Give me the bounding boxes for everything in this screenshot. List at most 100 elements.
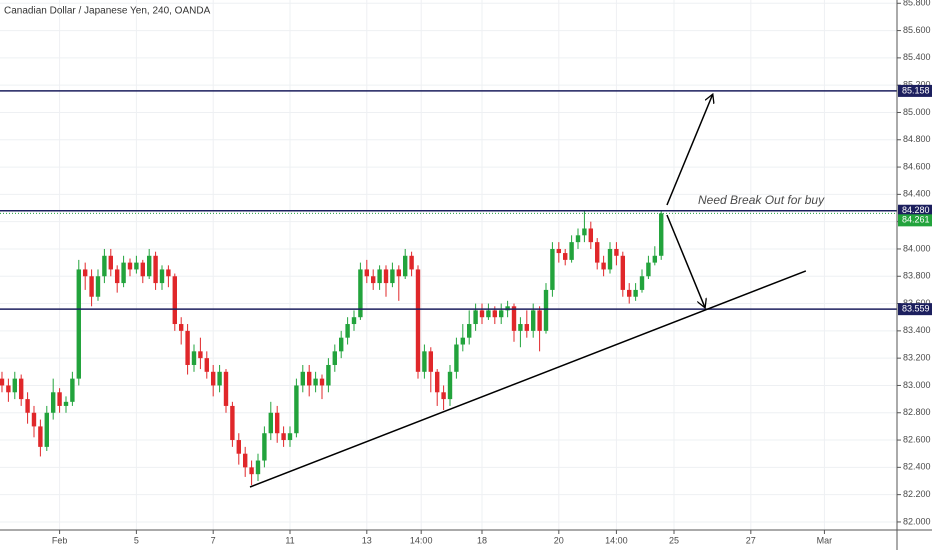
candle-body bbox=[607, 248, 613, 270]
candle-body bbox=[281, 433, 286, 441]
candle-body bbox=[473, 310, 478, 325]
y-tick-label: 84.800 bbox=[903, 134, 931, 144]
candle-body bbox=[198, 351, 203, 359]
candle-body bbox=[531, 310, 536, 331]
candle-body bbox=[422, 351, 427, 372]
candle-body bbox=[377, 269, 382, 284]
candle-body bbox=[230, 405, 235, 441]
y-tick-label: 82.600 bbox=[903, 434, 931, 444]
candle-body bbox=[249, 467, 254, 475]
candle-body bbox=[550, 248, 555, 290]
candle-body bbox=[396, 269, 402, 277]
candle-body bbox=[428, 351, 434, 372]
last-price-tag bbox=[898, 214, 932, 227]
candle-body bbox=[146, 255, 152, 277]
x-tick-label: 13 bbox=[362, 535, 372, 545]
candle-body bbox=[178, 324, 184, 331]
candle-body bbox=[0, 378, 5, 386]
level-label: 84.280 bbox=[902, 205, 930, 215]
candle-body bbox=[50, 392, 56, 413]
candle-body bbox=[63, 401, 69, 406]
candle-body bbox=[217, 371, 222, 386]
candle-body bbox=[31, 412, 37, 427]
candle-body bbox=[140, 262, 145, 277]
candle-body bbox=[499, 310, 504, 318]
y-tick-label: 84.400 bbox=[903, 189, 931, 199]
level-tag bbox=[898, 303, 932, 316]
candle-body bbox=[255, 460, 261, 475]
candle-body bbox=[575, 235, 581, 243]
candle-body bbox=[25, 399, 30, 413]
candle-body bbox=[403, 255, 408, 277]
candle-body bbox=[390, 269, 395, 284]
marks bbox=[0, 90, 897, 488]
y-tick-label: 84.000 bbox=[903, 243, 931, 253]
candle-body bbox=[383, 269, 389, 284]
x-tick-label: 14:00 bbox=[605, 535, 628, 545]
candle-body bbox=[262, 433, 267, 461]
candle-body bbox=[44, 412, 49, 447]
candle-body bbox=[70, 378, 75, 402]
candle-body bbox=[12, 378, 17, 393]
annotation: Need Break Out for buy bbox=[698, 193, 825, 207]
y-tick-label: 85.600 bbox=[903, 25, 931, 35]
y-tick-label: 85.000 bbox=[903, 107, 931, 117]
chart-title: Canadian Dollar / Japanese Yen, 240, OAN… bbox=[4, 6, 211, 17]
candle-body bbox=[563, 253, 568, 260]
candle-body bbox=[306, 371, 312, 386]
candle-body bbox=[639, 276, 645, 290]
last-price-label: 84.261 bbox=[902, 215, 930, 225]
x-tick-label: 25 bbox=[669, 535, 679, 545]
arrow bbox=[666, 95, 712, 206]
candle-body bbox=[524, 324, 530, 331]
y-tick-label: 82.000 bbox=[903, 516, 931, 526]
candle-body bbox=[441, 392, 446, 400]
candle-body bbox=[460, 337, 466, 345]
candle-body bbox=[287, 433, 293, 441]
y-tick-label: 85.200 bbox=[903, 80, 931, 90]
candle-body bbox=[614, 248, 619, 256]
candle-body bbox=[332, 351, 337, 365]
x-tick-label: 18 bbox=[477, 535, 487, 545]
candle-body bbox=[620, 255, 626, 290]
candle-body bbox=[242, 453, 248, 468]
candle-body bbox=[543, 289, 549, 331]
candle-body bbox=[89, 276, 94, 297]
y-tick-label: 82.400 bbox=[903, 462, 931, 472]
candle-body bbox=[185, 330, 190, 365]
candle-body bbox=[479, 310, 485, 318]
candle-body bbox=[556, 248, 562, 254]
candle-body bbox=[505, 306, 510, 311]
candle-body bbox=[627, 289, 632, 297]
candle-body bbox=[537, 310, 542, 331]
level-label: 83.559 bbox=[902, 304, 930, 314]
trend-line bbox=[249, 270, 807, 488]
level-tag bbox=[898, 84, 932, 97]
candle-body bbox=[191, 351, 197, 365]
candle-body bbox=[76, 269, 81, 379]
candle-body bbox=[659, 213, 664, 256]
candle-body bbox=[6, 385, 11, 393]
y-tick-label: 85.800 bbox=[903, 0, 931, 8]
axes: 82.000 82.200 82.400 82.600 82.800 83.000 83.2… bbox=[52, 0, 932, 545]
candle-body bbox=[364, 269, 370, 277]
y-tick-label: 83.600 bbox=[903, 298, 931, 308]
candle-body bbox=[18, 378, 24, 400]
candle-body bbox=[223, 371, 229, 406]
candle-body bbox=[319, 378, 325, 386]
candle-body bbox=[518, 324, 523, 331]
candle-body bbox=[313, 378, 318, 386]
candle-body bbox=[166, 269, 171, 277]
y-tick-label: 83.800 bbox=[903, 271, 931, 281]
level-label: 85.158 bbox=[902, 85, 930, 95]
x-tick-label: 14:00 bbox=[410, 535, 433, 545]
candle-body bbox=[57, 392, 62, 406]
candle-body bbox=[582, 228, 587, 236]
candle-body bbox=[569, 242, 574, 260]
candle-body bbox=[409, 255, 414, 270]
y-tick-label: 83.000 bbox=[903, 380, 931, 390]
candle-body bbox=[153, 255, 158, 284]
x-tick-label: Mar bbox=[817, 535, 833, 545]
candle-body bbox=[326, 364, 331, 386]
